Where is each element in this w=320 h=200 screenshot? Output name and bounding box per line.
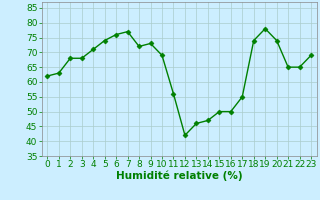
X-axis label: Humidité relative (%): Humidité relative (%): [116, 171, 243, 181]
